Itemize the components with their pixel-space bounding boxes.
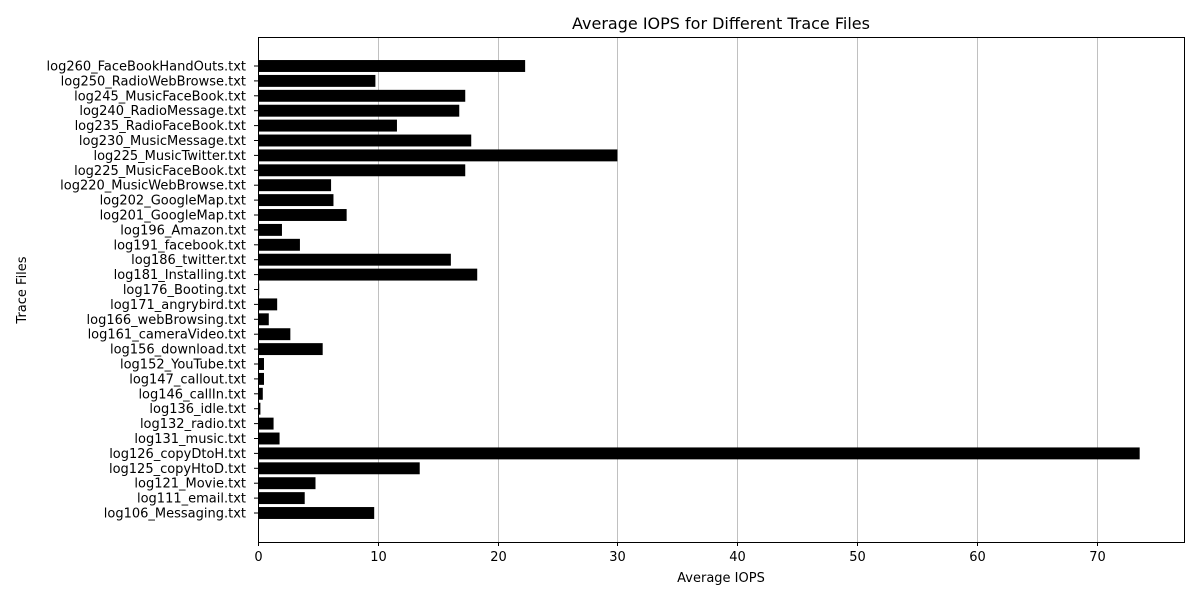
- y-tick-label: log240_RadioMessage.txt: [79, 104, 246, 119]
- bar: [258, 343, 323, 356]
- y-tick-label: log230_MusicMessage.txt: [79, 134, 246, 149]
- y-tick-label: log111_email.txt: [137, 492, 246, 507]
- y-tick-label: log156_download.txt: [110, 343, 246, 358]
- bar: [258, 60, 526, 72]
- bar: [258, 432, 280, 445]
- y-tick-label: log260_FaceBookHandOuts.txt: [47, 60, 246, 75]
- x-axis-label: Average IOPS: [677, 571, 765, 586]
- y-tick-label: log132_radio.txt: [140, 417, 246, 432]
- bar: [258, 298, 278, 311]
- y-tick-label: log186_twitter.txt: [131, 253, 246, 268]
- x-tick-label: 30: [609, 550, 626, 565]
- y-tick-label: log106_Messaging.txt: [104, 507, 246, 522]
- x-tick-label: 20: [490, 550, 507, 565]
- bar: [258, 238, 300, 251]
- bar: [258, 417, 274, 430]
- y-tick-label: log235_RadioFaceBook.txt: [75, 119, 246, 134]
- y-tick-label: log220_MusicWebBrowse.txt: [60, 179, 246, 194]
- bar: [258, 179, 332, 192]
- y-tick-label: log166_webBrowsing.txt: [87, 313, 246, 328]
- y-ticks: log106_Messaging.txtlog111_email.txtlog1…: [47, 60, 258, 522]
- y-tick-label: log125_copyHtoD.txt: [109, 462, 246, 477]
- bar: [258, 328, 291, 341]
- y-tick-label: log196_Amazon.txt: [120, 223, 246, 238]
- bar: [258, 477, 316, 490]
- y-tick-label: log191_facebook.txt: [113, 238, 246, 253]
- y-tick-label: log146_callIn.txt: [138, 387, 246, 402]
- bar: [258, 89, 466, 102]
- y-tick-label: log126_copyDtoH.txt: [109, 447, 246, 462]
- bar: [258, 253, 451, 266]
- bar: [258, 492, 305, 505]
- bar: [258, 104, 460, 117]
- y-tick-label: log147_callout.txt: [129, 372, 246, 387]
- y-tick-label: log225_MusicTwitter.txt: [93, 149, 246, 164]
- bar: [258, 194, 334, 207]
- x-tick-label: 10: [370, 550, 387, 565]
- bar: [258, 134, 472, 147]
- y-tick-label: log131_music.txt: [134, 432, 246, 447]
- chart-title: Average IOPS for Different Trace Files: [572, 14, 870, 33]
- y-tick-label: log245_MusicFaceBook.txt: [74, 89, 246, 104]
- y-axis-label: Trace Files: [15, 256, 30, 324]
- bar: [258, 268, 478, 281]
- bar: [258, 209, 347, 221]
- bar: [258, 387, 263, 400]
- x-tick-label: 40: [729, 550, 746, 565]
- bar: [258, 164, 466, 177]
- x-ticks: 0 10 20 30 40 50 60 70: [254, 542, 1106, 565]
- bar: [258, 149, 618, 162]
- y-tick-label: log181_Installing.txt: [114, 268, 246, 283]
- y-tick-label: log225_MusicFaceBook.txt: [74, 164, 246, 179]
- y-tick-label: log176_Booting.txt: [123, 283, 246, 298]
- y-tick-label: log161_cameraVideo.txt: [88, 328, 246, 343]
- x-tick-label: 50: [849, 550, 866, 565]
- bar: [258, 358, 264, 370]
- y-tick-label: log201_GoogleMap.txt: [100, 209, 246, 224]
- bar: [258, 313, 269, 326]
- bar: [258, 462, 420, 475]
- bar: [258, 74, 376, 87]
- bar: [258, 119, 397, 132]
- y-tick-label: log121_Movie.txt: [134, 477, 246, 492]
- y-tick-label: log152_YouTube.txt: [120, 358, 246, 373]
- x-tick-label: 0: [254, 550, 262, 565]
- bar: [258, 447, 1140, 460]
- bars: [258, 60, 1140, 519]
- bar: [258, 372, 264, 385]
- bar: [258, 402, 261, 415]
- y-tick-label: log250_RadioWebBrowse.txt: [61, 74, 246, 89]
- x-tick-label: 60: [969, 550, 986, 565]
- x-tick-label: 70: [1089, 550, 1106, 565]
- grid-lines: [378, 37, 1098, 542]
- y-tick-label: log171_angrybird.txt: [110, 298, 246, 313]
- y-tick-label: log136_idle.txt: [149, 402, 246, 417]
- y-tick-label: log202_GoogleMap.txt: [100, 194, 246, 209]
- bar: [258, 223, 282, 236]
- bar: [258, 507, 375, 519]
- plot-frame: [258, 37, 1185, 543]
